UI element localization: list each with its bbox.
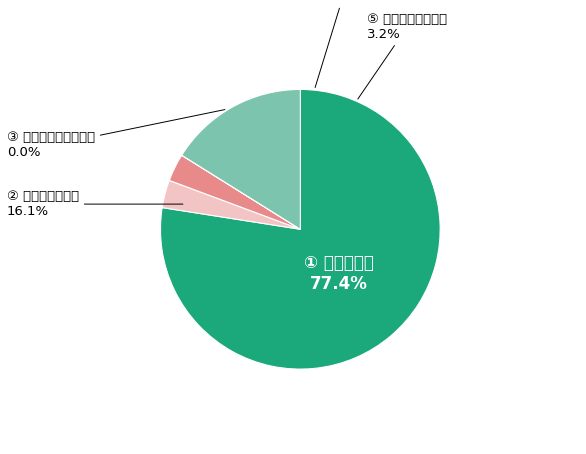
Text: ④ 差はあまり感じなかった
3.2%: ④ 差はあまり感じなかった 3.2% bbox=[294, 0, 397, 88]
Wedge shape bbox=[182, 89, 301, 229]
Text: ③ どちらともいえない
0.0%: ③ どちらともいえない 0.0% bbox=[6, 109, 225, 159]
Wedge shape bbox=[182, 155, 301, 229]
Wedge shape bbox=[162, 180, 301, 229]
Wedge shape bbox=[161, 89, 440, 369]
Text: ② 差をやや感じた
16.1%: ② 差をやや感じた 16.1% bbox=[6, 190, 183, 218]
Text: ⑤ 差は感じなかった
3.2%: ⑤ 差は感じなかった 3.2% bbox=[358, 13, 448, 99]
Wedge shape bbox=[169, 155, 301, 229]
Text: ① 差を感じた
77.4%: ① 差を感じた 77.4% bbox=[304, 254, 373, 293]
